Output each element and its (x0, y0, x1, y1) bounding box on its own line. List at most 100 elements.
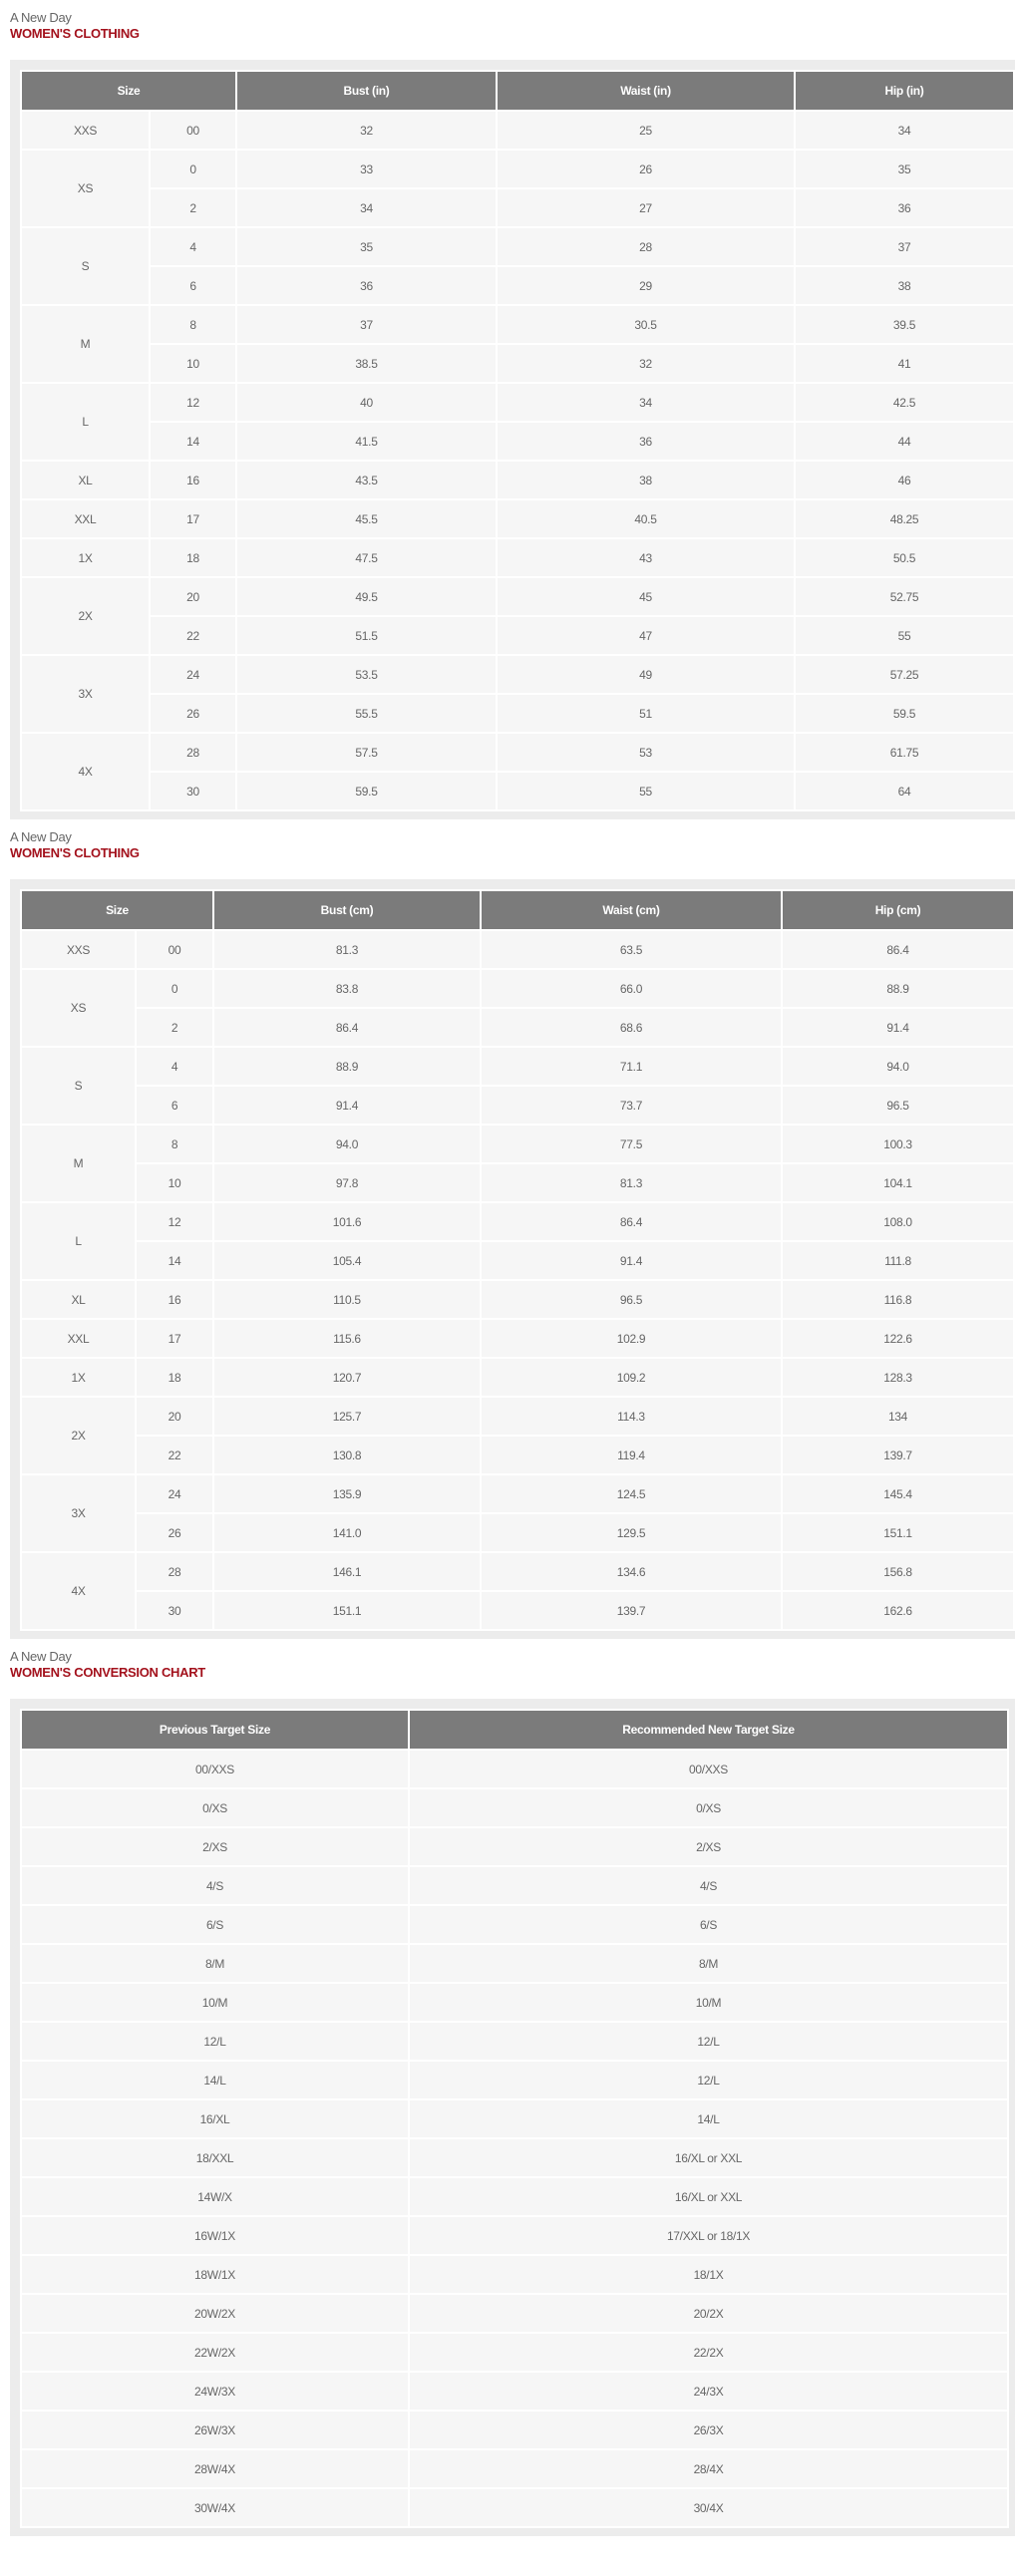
hip-value: 36 (796, 189, 1013, 226)
header-row: Previous Target Size Recommended New Targ… (22, 1711, 1007, 1749)
previous-size: 00/XXS (22, 1751, 408, 1787)
table-row: 24W/3X 24/3X (22, 2373, 1007, 2410)
bust-value: 34 (237, 189, 496, 226)
bust-value: 37 (237, 306, 496, 343)
size-number: 00 (151, 112, 235, 149)
column-header: Waist (cm) (482, 891, 781, 929)
size-chart-section: A New Day WOMEN'S CLOTHING Size Bust (in) Wa… (0, 0, 1021, 819)
recommended-size: 30/4X (410, 2489, 1007, 2526)
column-header: Hip (cm) (783, 891, 1013, 929)
size-label: 3X (22, 656, 149, 732)
recommended-size: 17/XXL or 18/1X (410, 2217, 1007, 2254)
waist-value: 29 (498, 267, 794, 304)
size-label: XXL (22, 500, 149, 537)
hip-value: 134 (783, 1398, 1013, 1435)
table-panel: Previous Target Size Recommended New Targ… (10, 1699, 1015, 2536)
waist-value: 124.5 (482, 1475, 781, 1512)
table-row: 26 141.0 129.5 151.1 (22, 1514, 1013, 1551)
table-panel: Size Bust (in) Waist (in) Hip (in) XXS 00 32 25… (10, 60, 1015, 819)
table-row: 22 51.5 47 55 (22, 617, 1013, 654)
size-number: 30 (151, 773, 235, 809)
bust-value: 36 (237, 267, 496, 304)
table-row: 10 38.5 32 41 (22, 345, 1013, 382)
bust-value: 125.7 (214, 1398, 480, 1435)
size-number: 14 (137, 1242, 212, 1279)
hip-value: 38 (796, 267, 1013, 304)
table-row: 2X 20 49.5 45 52.75 (22, 578, 1013, 654)
waist-value: 55 (498, 773, 794, 809)
size-number: 18 (151, 539, 235, 576)
waist-value: 32 (498, 345, 794, 382)
table-row: 22 130.8 119.4 139.7 (22, 1437, 1013, 1473)
previous-size: 28W/4X (22, 2450, 408, 2487)
bust-value: 45.5 (237, 500, 496, 537)
waist-value: 109.2 (482, 1359, 781, 1396)
header-row: Size Bust (in) Waist (in) Hip (in) (22, 72, 1013, 110)
size-number: 14 (151, 423, 235, 460)
column-header: Previous Target Size (22, 1711, 408, 1749)
previous-size: 6/S (22, 1906, 408, 1943)
waist-value: 53 (498, 734, 794, 771)
size-number: 4 (151, 228, 235, 265)
size-label: XS (22, 151, 149, 226)
bust-value: 57.5 (237, 734, 496, 771)
waist-value: 73.7 (482, 1087, 781, 1124)
hip-value: 55 (796, 617, 1013, 654)
bust-value: 33 (237, 151, 496, 187)
hip-value: 86.4 (783, 931, 1013, 968)
table-row: S 4 35 28 37 (22, 228, 1013, 304)
section-heading: WOMEN'S CLOTHING (10, 26, 140, 41)
recommended-size: 24/3X (410, 2373, 1007, 2410)
table-row: XXS 00 81.3 63.5 86.4 (22, 931, 1013, 968)
size-label: XXL (22, 1320, 135, 1357)
table-row: 18W/1X 18/1X (22, 2256, 1007, 2293)
previous-size: 14/L (22, 2062, 408, 2098)
size-label: M (22, 1126, 135, 1201)
table-row: 4/S 4/S (22, 1867, 1007, 1904)
recommended-size: 0/XS (410, 1789, 1007, 1826)
table-row: 2 34 27 36 (22, 189, 1013, 226)
hip-value: 96.5 (783, 1087, 1013, 1124)
bust-value: 49.5 (237, 578, 496, 615)
bust-value: 41.5 (237, 423, 496, 460)
hip-value: 122.6 (783, 1320, 1013, 1357)
table-row: 14/L 12/L (22, 2062, 1007, 2098)
waist-value: 102.9 (482, 1320, 781, 1357)
size-label: S (22, 228, 149, 304)
waist-value: 77.5 (482, 1126, 781, 1162)
hip-value: 151.1 (783, 1514, 1013, 1551)
table-row: 3X 24 135.9 124.5 145.4 (22, 1475, 1013, 1551)
table-row: 1X 18 120.7 109.2 128.3 (22, 1359, 1013, 1396)
bust-value: 101.6 (214, 1203, 480, 1240)
bust-value: 51.5 (237, 617, 496, 654)
column-header: Bust (in) (237, 72, 496, 110)
conversion-table: Previous Target Size Recommended New Targ… (20, 1709, 1009, 2528)
table-row: 30 151.1 139.7 162.6 (22, 1592, 1013, 1629)
size-number: 24 (151, 656, 235, 693)
waist-value: 119.4 (482, 1437, 781, 1473)
table-row: XS 0 83.8 66.0 88.9 (22, 970, 1013, 1046)
header-row: Size Bust (cm) Waist (cm) Hip (cm) (22, 891, 1013, 929)
table-row: 28W/4X 28/4X (22, 2450, 1007, 2487)
bust-value: 55.5 (237, 695, 496, 732)
size-number: 8 (137, 1126, 212, 1162)
size-number: 10 (137, 1164, 212, 1201)
size-label: 2X (22, 578, 149, 654)
hip-value: 46 (796, 462, 1013, 498)
table-row: 14 105.4 91.4 111.8 (22, 1242, 1013, 1279)
recommended-size: 28/4X (410, 2450, 1007, 2487)
column-header: Size (22, 891, 212, 929)
table-row: 6/S 6/S (22, 1906, 1007, 1943)
bust-value: 47.5 (237, 539, 496, 576)
recommended-size: 00/XXS (410, 1751, 1007, 1787)
size-label: 4X (22, 1553, 135, 1629)
recommended-size: 26/3X (410, 2412, 1007, 2448)
bust-value: 81.3 (214, 931, 480, 968)
table-row: S 4 88.9 71.1 94.0 (22, 1048, 1013, 1124)
brand-name: A New Day (10, 10, 72, 25)
size-number: 17 (151, 500, 235, 537)
bust-value: 38.5 (237, 345, 496, 382)
size-label: XXS (22, 931, 135, 968)
waist-value: 134.6 (482, 1553, 781, 1590)
size-number: 12 (137, 1203, 212, 1240)
